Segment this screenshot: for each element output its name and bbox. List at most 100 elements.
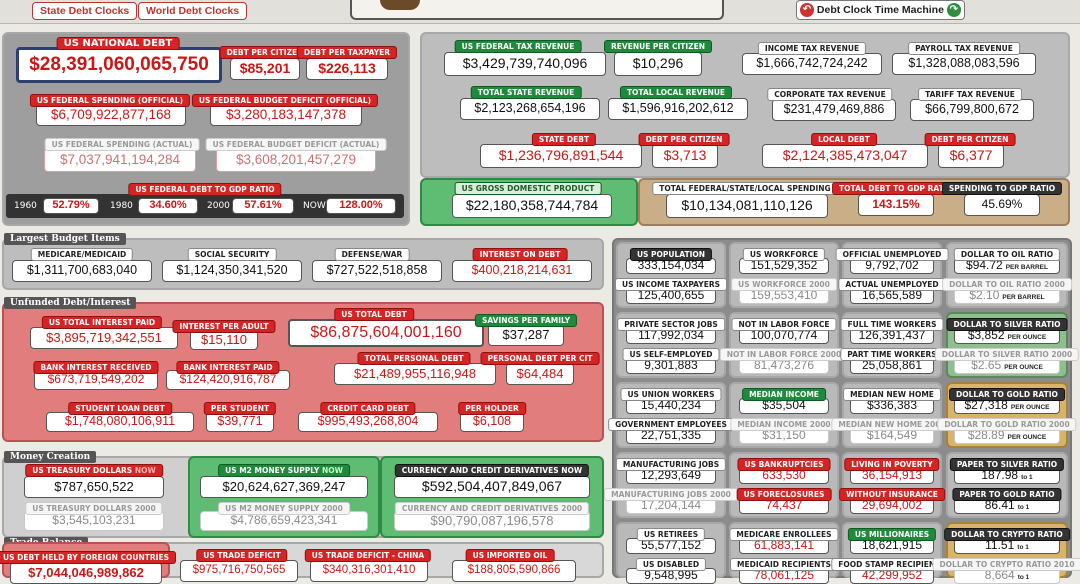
state-debt-per-citizen-label: Debt per Citizen bbox=[638, 133, 730, 146]
ratio-year-2000: 2000 bbox=[207, 201, 230, 211]
time-machine-button[interactable]: ↶ Debt Clock Time Machine ↷ bbox=[796, 0, 965, 20]
medicare-value: $1,311,700,683,040 bbox=[12, 260, 152, 282]
derivatives-text: Currency and Credit Derivatives bbox=[401, 466, 559, 475]
retirees-value: 55,577,152 bbox=[626, 538, 716, 554]
crypto-ratio-number: 11.51 bbox=[985, 538, 1015, 552]
state-debt-value: $1,236,796,891,544 bbox=[480, 144, 642, 168]
gold-ratio-unit: PER OUNCE bbox=[1010, 404, 1050, 411]
interest-per-adult-value: $15,110 bbox=[190, 330, 258, 350]
silver-ratio-unit: PER OUNCE bbox=[1007, 334, 1047, 341]
manufacturing-jobs-2000-value: 17,204,144 bbox=[626, 498, 716, 514]
now-badge: NOW bbox=[134, 466, 156, 475]
interest-on-debt-value: $400,218,214,631 bbox=[452, 260, 592, 282]
personal-debt-value: $21,489,955,116,948 bbox=[334, 363, 496, 385]
world-debt-clocks-link[interactable]: World Debt Clocks bbox=[138, 2, 248, 20]
logo-emblem-icon bbox=[380, 0, 420, 10]
gold-ratio-number: $27,318 bbox=[964, 398, 1008, 412]
local-debt-label: Local Debt bbox=[811, 133, 877, 146]
ratio-year-1980: 1980 bbox=[110, 201, 133, 211]
gold-ratio-2000-number: $28.89 bbox=[967, 428, 1005, 442]
unfunded-section-title: Unfunded Debt/Interest bbox=[4, 297, 137, 309]
m2-supply-label: US M2 Money Supply NOW bbox=[218, 464, 350, 477]
medicaid-recipients-label: Medicaid Recipients bbox=[730, 558, 838, 571]
gold-ratio-2000-value: $28.89 PER OUNCE bbox=[954, 428, 1060, 444]
ratio-year-now: NOW bbox=[303, 201, 326, 211]
student-loan-label: Student Loan Debt bbox=[68, 402, 172, 415]
income-tax-value: $1,666,742,724,242 bbox=[742, 53, 882, 75]
bankruptcies-label: US Bankruptcies bbox=[737, 458, 831, 471]
millionaires-value: 18,621,915 bbox=[850, 538, 934, 554]
ratio-value-2000: 57.61% bbox=[232, 198, 294, 214]
paper-silver-number: 187.98 bbox=[981, 468, 1019, 482]
social-security-value: $1,124,350,341,520 bbox=[162, 260, 302, 282]
credit-card-value: $995,493,268,804 bbox=[298, 412, 438, 432]
state-debt-clocks-link[interactable]: State Debt Clocks bbox=[32, 2, 138, 20]
m2-supply-2000-value: $4,786,659,423,341 bbox=[200, 511, 368, 531]
private-jobs-label: Private Sector Jobs bbox=[617, 318, 725, 331]
m2-supply-value: $20,624,627,369,247 bbox=[200, 476, 368, 498]
without-insurance-value: 29,694,002 bbox=[850, 498, 934, 514]
local-revenue-value: $1,596,916,202,612 bbox=[608, 98, 748, 120]
gold-ratio-2000-unit: PER OUNCE bbox=[1007, 434, 1047, 441]
median-income-2000-label: Median Income 2000 bbox=[730, 418, 838, 431]
paper-silver-value: 187.98 to 1 bbox=[954, 468, 1060, 484]
silver-ratio-2000-number: $2.65 bbox=[971, 358, 1002, 372]
deficit-actual-value: $3,608,201,457,279 bbox=[216, 148, 376, 172]
interest-paid-label: US Total Interest Paid bbox=[41, 316, 163, 329]
foreign-held-value: $7,044,046,989,862 bbox=[10, 562, 162, 584]
defense-value: $727,522,518,858 bbox=[312, 260, 442, 282]
not-in-labor-force-2000-label: Not in Labor Force 2000 bbox=[719, 348, 849, 361]
part-time-value: 25,058,861 bbox=[850, 358, 934, 374]
income-tax-label: Income Tax Revenue bbox=[757, 42, 867, 55]
defense-label: Defense/War bbox=[334, 248, 410, 261]
state-revenue-label: Total State Revenue bbox=[470, 86, 582, 99]
trade-deficit-china-value: $340,316,301,410 bbox=[310, 560, 428, 582]
state-debt-per-citizen-value: $3,713 bbox=[652, 144, 718, 168]
state-revenue-value: $2,123,268,654,196 bbox=[460, 98, 600, 120]
ratio-value-1960: 52.79% bbox=[43, 198, 99, 214]
derivatives-label: Currency and Credit Derivatives NOW bbox=[394, 464, 590, 477]
official-unemployed-label: Official Unemployed bbox=[835, 248, 949, 261]
tariff-tax-label: Tariff Tax Revenue bbox=[918, 88, 1022, 101]
interest-on-debt-label: Interest on Debt bbox=[472, 248, 568, 261]
budget-section-title: Largest Budget Items bbox=[4, 233, 126, 245]
money-section-title: Money Creation bbox=[4, 451, 97, 463]
trade-deficit-label: US Trade Deficit bbox=[196, 549, 288, 562]
ratio-year-1960: 1960 bbox=[14, 201, 37, 211]
median-income-2000-value: $31,150 bbox=[739, 428, 829, 444]
savings-per-family-value: $37,287 bbox=[488, 324, 564, 346]
personal-debt-per-citizen-label: Personal Debt per Cit bbox=[480, 352, 600, 365]
per-student-value: $39,771 bbox=[206, 412, 274, 432]
paper-silver-label: Paper to Silver Ratio bbox=[949, 458, 1065, 471]
manufacturing-jobs-label: Manufacturing Jobs bbox=[615, 458, 727, 471]
manufacturing-jobs-2000-label: Manufacturing Jobs 2000 bbox=[604, 488, 738, 501]
savings-per-family-label: Savings per Family bbox=[474, 314, 578, 327]
oil-ratio-number: $94.72 bbox=[966, 258, 1003, 272]
personal-debt-label: Total Personal Debt bbox=[357, 352, 471, 365]
millionaires-label: US Millionaires bbox=[847, 528, 937, 541]
foreign-held-label: US Debt Held by Foreign Countries bbox=[0, 551, 176, 564]
derivatives-2000-value: $90,790,087,196,578 bbox=[394, 511, 590, 531]
revenue-per-citizen-label: Revenue per Citizen bbox=[604, 40, 712, 53]
medicare-label: Medicare/Medicaid bbox=[30, 248, 134, 261]
rewind-icon: ↶ bbox=[800, 3, 814, 18]
oil-ratio-2000-unit: PER BARREL bbox=[1002, 294, 1045, 301]
population-label: US Population bbox=[629, 248, 713, 261]
m2-supply-text: US M2 Money Supply bbox=[225, 466, 320, 475]
per-holder-value: $6,108 bbox=[460, 412, 524, 432]
gold-ratio-2000-label: Dollar to Gold Ratio 2000 bbox=[937, 418, 1077, 431]
self-employed-label: US Self-Employed bbox=[622, 348, 720, 361]
median-home-2000-label: Median New Home 2000 bbox=[831, 418, 953, 431]
imported-oil-value: $188,805,590,866 bbox=[452, 560, 576, 582]
silver-ratio-2000-label: Dollar to Silver Ratio 2000 bbox=[934, 348, 1080, 361]
gdp-label: US Gross Domestic Product bbox=[454, 182, 602, 195]
medicare-enrollees-value: 61,883,141 bbox=[739, 538, 829, 554]
corporate-tax-value: $231,479,469,886 bbox=[772, 99, 896, 121]
treasury-dollars-value: $787,650,522 bbox=[24, 476, 164, 498]
spending-gdp-value: 45.69% bbox=[964, 194, 1040, 216]
oil-ratio-label: Dollar to Oil Ratio bbox=[953, 248, 1061, 261]
local-debt-per-citizen-label: Debt per Citizen bbox=[924, 133, 1016, 146]
national-debt-label: US National Debt bbox=[56, 37, 180, 50]
retirees-label: US Retirees bbox=[636, 528, 706, 541]
trade-deficit-china-label: US Trade Deficit - China bbox=[304, 549, 432, 562]
